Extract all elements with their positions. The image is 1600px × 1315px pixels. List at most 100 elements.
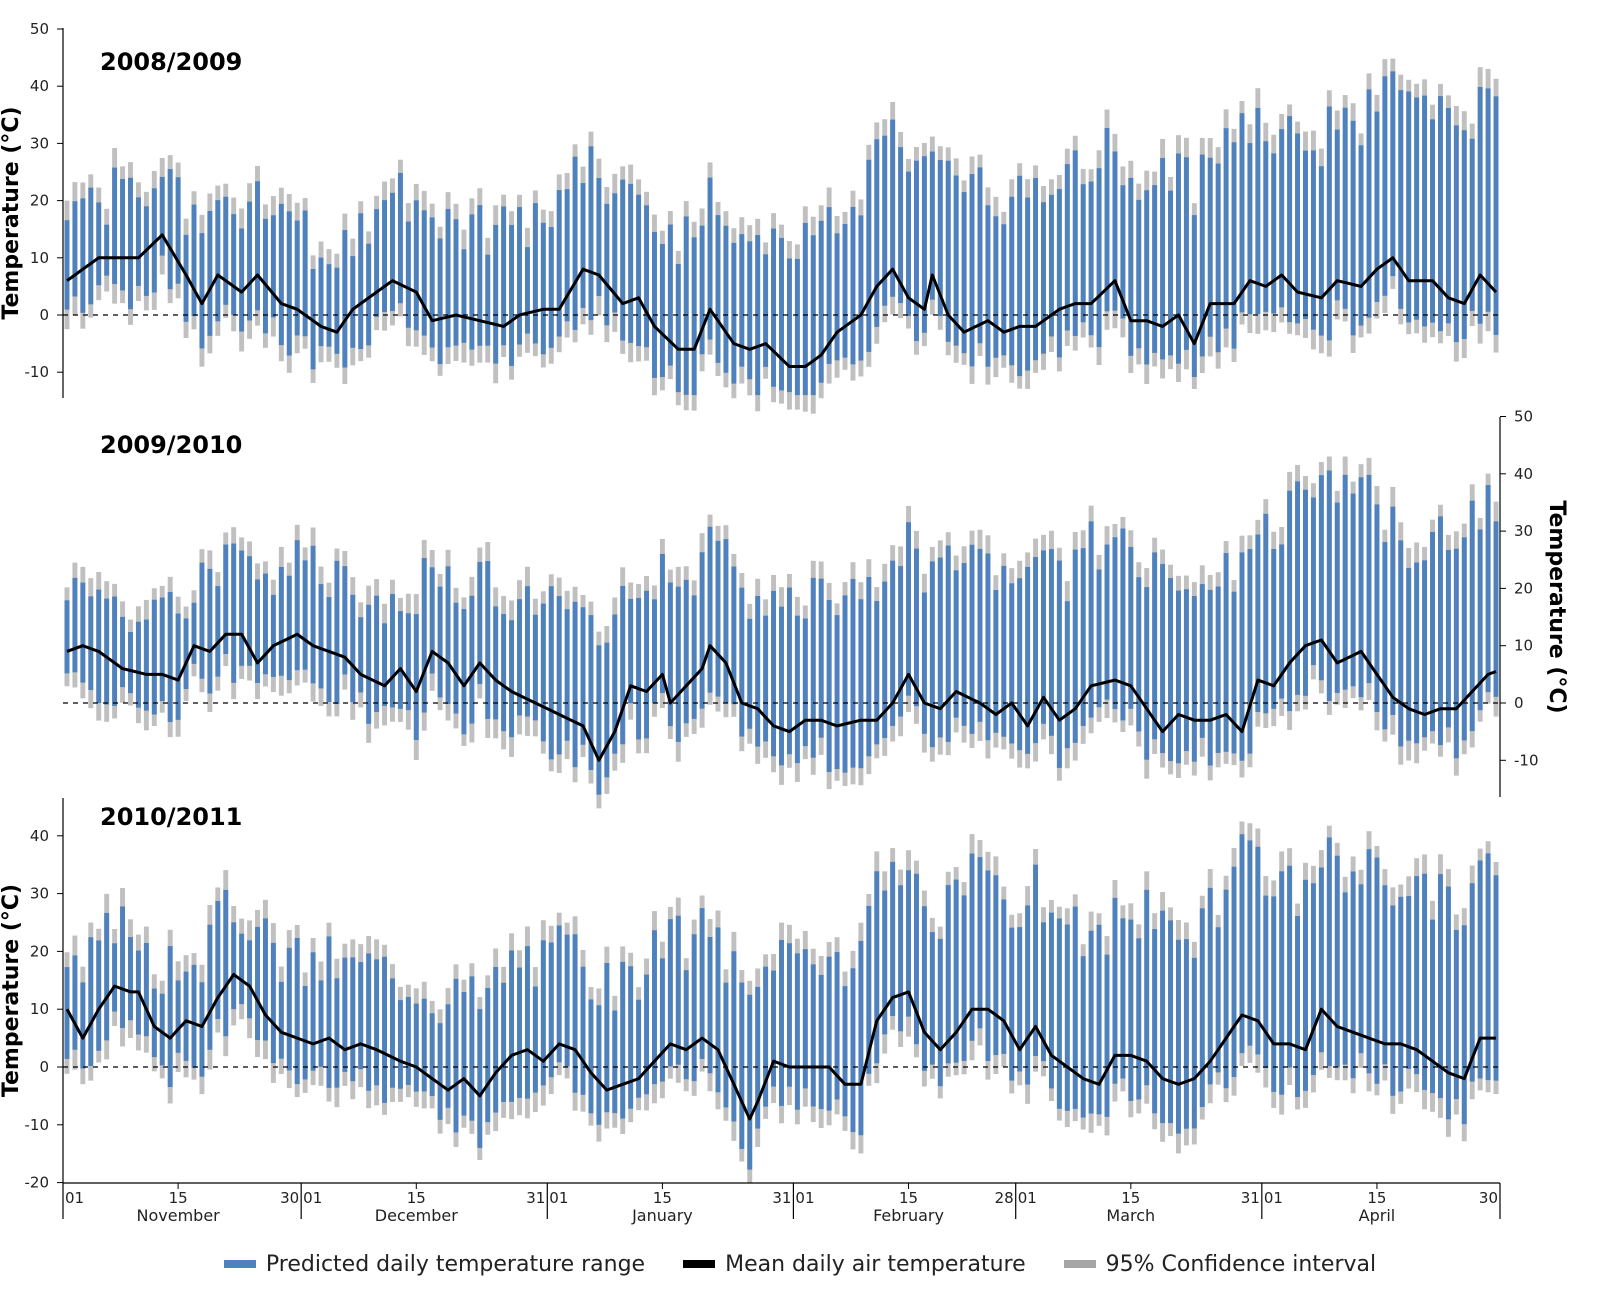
range-bar — [1445, 549, 1451, 728]
range-bar — [1406, 896, 1412, 1069]
range-bar — [842, 224, 848, 358]
range-bar — [120, 906, 126, 1028]
range-bar — [1366, 474, 1372, 684]
range-bar — [1033, 864, 1039, 1057]
range-bar — [850, 578, 856, 768]
range-bar — [477, 561, 483, 685]
range-bar — [882, 581, 888, 739]
range-bar — [715, 927, 721, 1093]
range-bar — [247, 201, 253, 321]
range-bar — [374, 209, 380, 317]
range-bar — [1239, 113, 1245, 313]
range-bar — [1398, 540, 1404, 747]
range-bar — [1310, 150, 1316, 330]
x-tick-label: 01 — [549, 1189, 568, 1207]
range-bar — [532, 614, 538, 721]
range-bar — [366, 953, 372, 1091]
range-bar — [326, 936, 332, 1088]
range-bar — [453, 602, 459, 714]
range-bar — [1128, 177, 1134, 356]
range-bar — [1422, 560, 1428, 738]
legend-label-mean: Mean daily air temperature — [725, 1251, 1026, 1277]
range-bar — [636, 597, 642, 740]
range-bar — [112, 167, 118, 285]
range-bar — [524, 946, 530, 1099]
panel-title: 2008/2009 — [100, 48, 242, 76]
range-bar — [929, 561, 935, 748]
range-bar — [390, 192, 395, 311]
range-bar — [183, 618, 189, 690]
range-bar — [1239, 834, 1245, 1054]
legend: Predicted daily temperature range Mean d… — [0, 1244, 1600, 1284]
range-bar — [1104, 128, 1110, 312]
range-bar — [413, 1003, 419, 1092]
range-bar — [1247, 840, 1253, 1046]
range-bar — [1207, 157, 1213, 337]
range-bar — [1088, 521, 1094, 718]
range-bar — [818, 974, 824, 1110]
range-bar — [731, 242, 737, 384]
range-bar — [318, 584, 324, 689]
range-bar — [921, 156, 927, 333]
range-bar — [255, 181, 260, 311]
range-bar — [1247, 143, 1253, 315]
range-bar — [175, 177, 181, 284]
range-bar — [1374, 111, 1380, 302]
range-bar — [604, 642, 610, 778]
range-bar — [1263, 141, 1269, 312]
range-bar — [834, 233, 840, 361]
range-bar — [1453, 548, 1459, 759]
range-bar — [270, 594, 276, 677]
range-bar — [914, 160, 919, 342]
range-bar — [969, 544, 975, 734]
range-bar — [556, 190, 562, 337]
range-bar — [858, 599, 864, 769]
range-bar — [255, 579, 260, 683]
range-bar — [969, 174, 975, 367]
range-bar — [1295, 916, 1301, 1098]
y-tick-label: 0 — [39, 306, 49, 324]
range-bar — [1406, 91, 1412, 323]
range-bar — [1303, 150, 1308, 319]
range-bar — [834, 615, 840, 770]
range-bar — [286, 211, 292, 356]
range-bar — [501, 206, 507, 346]
range-bar — [382, 200, 387, 313]
y-tick-label: 40 — [30, 827, 49, 845]
range-bar — [1414, 876, 1420, 1075]
range-bar — [1152, 929, 1158, 1114]
range-bar — [183, 971, 189, 1061]
range-bar — [199, 233, 205, 349]
range-bar — [874, 601, 880, 745]
range-bar — [477, 205, 483, 346]
range-bar — [1017, 578, 1023, 751]
range-bar — [326, 264, 332, 347]
y-tick-label: -10 — [25, 363, 50, 381]
range-bar — [413, 200, 419, 331]
range-bar — [540, 940, 546, 1086]
range-bar — [1279, 544, 1285, 699]
y-tick-label: 30 — [1514, 522, 1533, 540]
range-bar — [977, 167, 983, 344]
panel-2008-2009: 2008/2009 -10 0 10 20 30 40 50 Temperature (°C) — [0, 20, 1500, 414]
range-bar — [699, 552, 705, 709]
range-bar — [1160, 564, 1166, 754]
range-bar — [580, 966, 586, 1095]
range-bar — [683, 216, 689, 395]
range-bar — [159, 176, 165, 256]
range-bar — [493, 606, 499, 720]
range-bar — [1398, 90, 1404, 309]
x-tick-label: 15 — [169, 1189, 188, 1207]
range-bar — [993, 216, 999, 358]
range-bar — [191, 602, 197, 664]
range-bar — [1064, 164, 1070, 331]
range-bar — [239, 228, 245, 332]
range-bar — [358, 962, 364, 1070]
range-bar — [1477, 529, 1483, 711]
range-bar — [1485, 853, 1491, 1081]
range-bar — [1398, 896, 1404, 1092]
range-bar — [302, 560, 308, 670]
range-bar — [890, 560, 896, 726]
range-bar — [548, 586, 554, 760]
y-axis-title: Temperature (°C) — [0, 106, 24, 319]
